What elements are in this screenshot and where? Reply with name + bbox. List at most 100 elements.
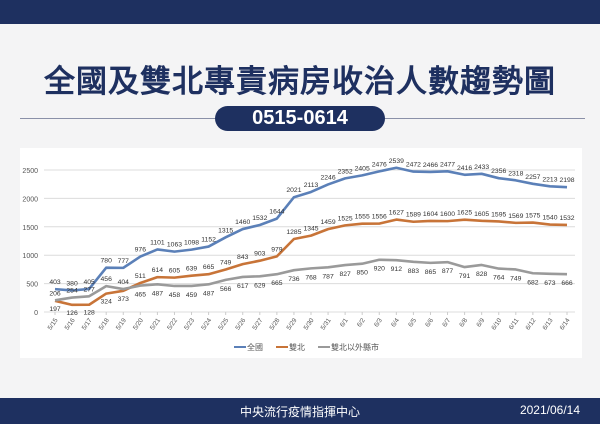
- x-tick-label: 5/24: [200, 317, 213, 332]
- x-tick-label: 5/28: [269, 317, 282, 332]
- legend-label: 雙北: [289, 342, 305, 352]
- data-label: 1063: [167, 242, 182, 249]
- data-label: 2021: [286, 187, 301, 194]
- y-tick-label: 2500: [22, 168, 38, 175]
- chart-panel: 0 500 1000 1500 2000 2500 5/15 5/16 5/17 5/18 5/19…: [20, 148, 582, 358]
- y-tick-label: 1000: [22, 253, 38, 260]
- data-label: 1525: [338, 215, 353, 222]
- x-tick-label: 6/6: [424, 317, 435, 329]
- data-label: 1285: [286, 229, 301, 236]
- data-label: 1555: [355, 214, 370, 221]
- data-label: 1575: [525, 213, 540, 220]
- x-tick-label: 5/29: [286, 317, 299, 332]
- data-label: 2472: [406, 162, 421, 169]
- data-label: 2257: [525, 174, 540, 181]
- data-label: 456: [101, 276, 113, 283]
- data-label: 2416: [457, 165, 472, 172]
- x-tick-label: 6/13: [542, 317, 555, 332]
- data-label: 254: [66, 288, 78, 295]
- data-label: 749: [510, 275, 522, 282]
- data-label: 2433: [474, 164, 489, 171]
- data-label: 629: [254, 282, 266, 289]
- data-label: 979: [271, 246, 283, 253]
- data-label: 2476: [372, 161, 387, 168]
- y-tick-label: 0: [34, 310, 38, 317]
- footer: 中央流行疫情指揮中心 2021/06/14: [0, 398, 600, 424]
- data-label: 405: [83, 279, 95, 286]
- data-label: 791: [459, 273, 471, 280]
- x-tick-label: 6/12: [525, 317, 538, 332]
- data-label: 197: [49, 306, 61, 313]
- data-label: 1600: [440, 211, 455, 218]
- data-label: 2539: [389, 158, 404, 165]
- x-tick-label: 5/27: [251, 317, 264, 332]
- data-label: 1460: [235, 219, 250, 226]
- data-label: 827: [339, 271, 351, 278]
- data-label: 465: [135, 292, 147, 299]
- data-label: 736: [288, 276, 300, 283]
- x-tick-label: 5/18: [98, 317, 111, 332]
- series-line-2: [54, 258, 568, 302]
- x-tick-label: 6/1: [339, 317, 350, 329]
- data-label: 487: [203, 290, 215, 297]
- y-tick-label: 1500: [22, 225, 38, 232]
- x-tick-label: 5/23: [183, 317, 196, 332]
- data-label: 404: [118, 279, 130, 286]
- data-label: 665: [271, 280, 283, 287]
- x-tick-label: 5/20: [132, 317, 145, 332]
- x-tick-label: 5/26: [234, 317, 247, 332]
- data-label: 277: [83, 286, 95, 293]
- data-label: 403: [49, 279, 61, 286]
- data-label: 2466: [423, 162, 438, 169]
- data-label: 1532: [252, 215, 267, 222]
- data-label: 1595: [491, 211, 506, 218]
- data-label: 617: [237, 283, 249, 290]
- data-label: 2113: [304, 182, 319, 189]
- data-label: 780: [101, 258, 113, 265]
- x-tick-label: 6/8: [458, 317, 469, 329]
- data-label: 2318: [508, 170, 523, 177]
- data-label: 511: [135, 273, 146, 280]
- x-tick-label: 5/17: [81, 317, 94, 332]
- data-label: 920: [374, 266, 386, 273]
- x-tick-label: 6/11: [508, 317, 521, 331]
- data-label: 1345: [303, 226, 318, 233]
- data-label: 459: [186, 292, 198, 299]
- data-label: 2213: [542, 176, 557, 183]
- legend-label: 全國: [247, 342, 263, 352]
- data-label: 2246: [321, 174, 336, 181]
- data-label: 126: [66, 310, 78, 317]
- data-label: 865: [425, 269, 437, 276]
- data-label: 768: [305, 274, 317, 281]
- line-chart: 0 500 1000 1500 2000 2500 5/15 5/16 5/17 5/18 5/19…: [22, 158, 575, 352]
- data-label: 566: [220, 286, 232, 293]
- date-range-badge: 0515-0614: [215, 106, 385, 131]
- data-label: 777: [118, 258, 130, 265]
- x-tick-label: 6/9: [475, 317, 486, 329]
- data-label: 673: [544, 280, 556, 287]
- data-label: 458: [169, 292, 181, 299]
- data-label: 380: [66, 280, 78, 287]
- data-label: 912: [391, 266, 403, 273]
- data-label: 976: [135, 247, 147, 254]
- data-label: 1540: [542, 215, 557, 222]
- top-bar: [0, 0, 600, 24]
- data-label: 128: [83, 310, 95, 317]
- data-label: 1589: [406, 212, 421, 219]
- data-label: 614: [152, 267, 164, 274]
- x-tick-label: 5/15: [47, 317, 60, 332]
- x-tick-label: 6/3: [373, 317, 384, 329]
- x-tick-label: 5/21: [149, 317, 162, 332]
- data-label: 1605: [474, 211, 489, 218]
- data-label: 843: [237, 254, 249, 261]
- x-tick-label: 6/10: [490, 317, 503, 332]
- x-tick-label: 5/16: [64, 317, 77, 332]
- legend-label: 雙北以外縣市: [331, 342, 379, 352]
- footer-org: 中央流行疫情指揮中心: [239, 405, 360, 419]
- data-label: 1644: [269, 209, 284, 216]
- x-tick-label: 5/25: [217, 317, 230, 332]
- data-label: 1315: [218, 227, 233, 234]
- data-label: 2356: [491, 168, 506, 175]
- data-label: 487: [152, 290, 164, 297]
- data-label: 324: [101, 299, 113, 306]
